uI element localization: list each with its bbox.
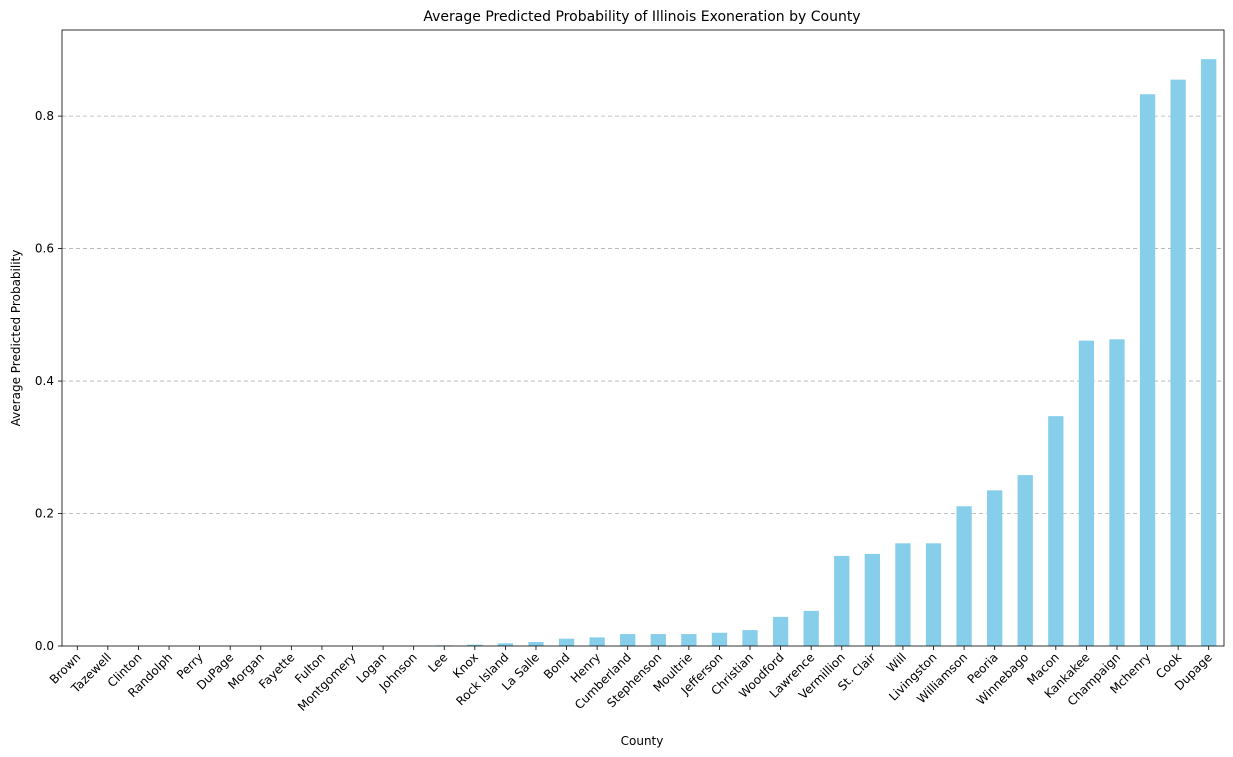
bar-henry (589, 637, 605, 646)
bar-st-clair (864, 553, 880, 646)
bar-dupage (1201, 59, 1217, 646)
bar-cook (1170, 79, 1186, 646)
bar-vermillion (834, 555, 850, 646)
y-tick-label: 0.4 (35, 374, 54, 388)
x-axis-title: County (621, 734, 664, 748)
y-tick-label: 0.2 (35, 507, 54, 521)
bar-rock-island (497, 643, 514, 646)
y-axis-ticks: 0.0 0.2 0.4 0.6 0.8 (35, 109, 62, 653)
y-axis-title: Average Predicted Probability (9, 250, 23, 427)
bar-la-salle (528, 642, 544, 646)
bar-kankakee (1078, 340, 1095, 646)
bar-lawrence (803, 610, 819, 646)
bar-cumberland (620, 634, 636, 646)
bar-winnebago (1017, 475, 1033, 646)
bar-macon (1048, 416, 1064, 646)
chart-title: Average Predicted Probability of Illinoi… (423, 9, 860, 25)
bar-woodford (772, 616, 789, 646)
bar-williamson (956, 506, 972, 646)
bar-bond (558, 638, 575, 646)
bar-livingston (925, 543, 942, 646)
plot-frame (61, 29, 1225, 647)
bar-mchenry (1139, 94, 1156, 647)
bar-peoria (987, 490, 1003, 646)
bar-jefferson (711, 632, 728, 646)
y-tick-label: 0.0 (35, 639, 54, 653)
bar-champaign (1109, 339, 1125, 646)
bar-christian (742, 630, 758, 646)
x-axis-ticks: BrownTazewellClintonRandolphPerryDuPageM… (47, 646, 1215, 714)
x-tick-label: Lee (425, 650, 450, 675)
bar-will (895, 543, 911, 646)
bar-knox (467, 644, 483, 646)
bar-stephenson (650, 634, 666, 646)
x-tick-label: Will (884, 650, 909, 675)
y-tick-label: 0.8 (35, 109, 54, 123)
bars (436, 59, 1217, 647)
y-tick-label: 0.6 (35, 242, 54, 256)
bar-moultrie (681, 634, 697, 646)
